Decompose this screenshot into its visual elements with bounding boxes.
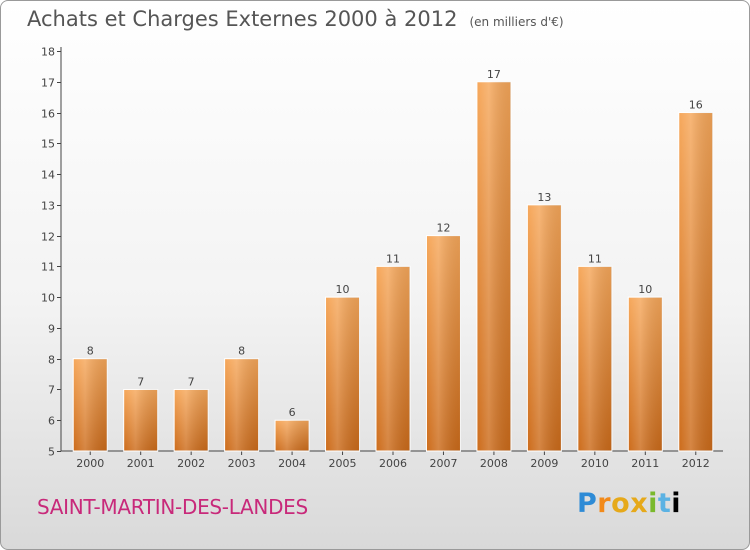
bar-shine bbox=[224, 358, 259, 451]
bar-shine bbox=[527, 204, 562, 451]
bar-shine bbox=[476, 81, 511, 452]
y-tick-label: 16 bbox=[41, 108, 55, 121]
bar-shine bbox=[123, 389, 158, 451]
logo-letter: o bbox=[611, 488, 631, 519]
logo-letter: t bbox=[657, 488, 672, 519]
x-tick-label: 2008 bbox=[480, 457, 508, 470]
data-label: 11 bbox=[386, 252, 400, 265]
y-tick-label: 5 bbox=[48, 446, 55, 459]
y-tick-label: 10 bbox=[41, 292, 55, 305]
x-tick-label: 2010 bbox=[581, 457, 609, 470]
bar-shine bbox=[628, 297, 663, 451]
y-tick-label: 7 bbox=[48, 384, 55, 397]
x-tick-label: 2007 bbox=[429, 457, 457, 470]
bar-shine bbox=[325, 297, 360, 451]
proxiti-logo[interactable]: Proxiti bbox=[577, 488, 681, 519]
x-tick-label: 2012 bbox=[682, 457, 710, 470]
data-label: 7 bbox=[137, 375, 144, 388]
data-label: 6 bbox=[289, 406, 296, 419]
logo-letter: x bbox=[630, 488, 649, 519]
y-tick-label: 18 bbox=[41, 46, 55, 59]
chart-labels: 2000 8 2001 7 2002 7 2003 8 2004 6 2005 10 2006 11 200… bbox=[76, 68, 710, 470]
x-tick-label: 2004 bbox=[278, 457, 306, 470]
chart-bars bbox=[72, 81, 714, 452]
bar-shine bbox=[73, 358, 108, 451]
data-label: 13 bbox=[537, 191, 551, 204]
logo-letter: r bbox=[597, 488, 612, 519]
data-label: 7 bbox=[188, 375, 195, 388]
chart-unit-label: (en milliers d'€) bbox=[469, 15, 564, 29]
bar-shine bbox=[174, 389, 209, 451]
data-label: 11 bbox=[588, 252, 602, 265]
logo-letter: i bbox=[648, 488, 658, 519]
x-tick-label: 2009 bbox=[530, 457, 558, 470]
data-label: 8 bbox=[238, 345, 245, 358]
data-label: 8 bbox=[87, 345, 94, 358]
logo-letter: P bbox=[577, 488, 598, 519]
bar-shine bbox=[376, 266, 410, 451]
data-label: 16 bbox=[689, 99, 703, 112]
y-tick-label: 9 bbox=[48, 323, 55, 336]
data-label: 12 bbox=[436, 222, 450, 235]
logo-letter: i bbox=[671, 488, 682, 519]
y-tick-label: 6 bbox=[48, 415, 55, 428]
chart-title-text: Achats et Charges Externes 2000 à 2012 bbox=[27, 7, 458, 31]
x-tick-label: 2000 bbox=[76, 457, 104, 470]
x-tick-label: 2001 bbox=[127, 457, 155, 470]
data-label: 17 bbox=[487, 68, 501, 81]
y-tick-label: 14 bbox=[41, 169, 55, 182]
bar-shine bbox=[577, 266, 612, 451]
bar-shine bbox=[426, 235, 461, 451]
commune-name: SAINT-MARTIN-DES-LANDES bbox=[37, 495, 308, 519]
y-tick-label: 11 bbox=[41, 261, 55, 274]
x-tick-label: 2006 bbox=[379, 457, 407, 470]
x-tick-label: 2005 bbox=[329, 457, 357, 470]
x-tick-label: 2003 bbox=[228, 457, 256, 470]
y-tick-label: 15 bbox=[41, 138, 55, 151]
data-label: 10 bbox=[638, 283, 652, 296]
x-tick-label: 2011 bbox=[631, 457, 659, 470]
x-tick-label: 2002 bbox=[177, 457, 205, 470]
y-tick-label: 8 bbox=[48, 354, 55, 367]
y-tick-label: 13 bbox=[41, 200, 55, 213]
y-tick-label: 17 bbox=[41, 77, 55, 90]
chart-title: Achats et Charges Externes 2000 à 2012 (e… bbox=[27, 7, 564, 31]
y-tick-label: 12 bbox=[41, 231, 55, 244]
bar-shine bbox=[678, 112, 713, 452]
data-label: 10 bbox=[336, 283, 350, 296]
bar-shine bbox=[275, 420, 310, 451]
